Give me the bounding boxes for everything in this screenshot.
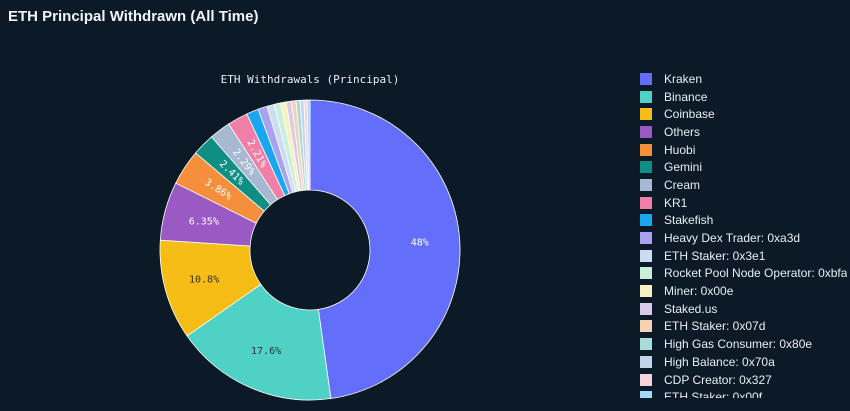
slice-label: 48% [411,237,429,248]
legend-item[interactable]: Miner: 0x00e [640,282,847,300]
legend-swatch [640,196,652,209]
slice-label: 6.35% [189,216,219,227]
legend-item[interactable]: KR1 [640,194,847,212]
legend-label: KR1 [664,195,688,210]
legend-label: Others [664,124,701,139]
legend-swatch [640,302,652,315]
legend-item[interactable]: Huobi [640,141,847,159]
legend-label: Coinbase [664,107,715,122]
legend-swatch [640,338,652,351]
legend-item[interactable]: Stakefish [640,212,847,230]
legend-item[interactable]: High Balance: 0x70a [640,353,847,371]
legend-label: ETH Staker: 0x00f [664,390,763,398]
legend-swatch [640,214,652,227]
legend-item[interactable]: ETH Staker: 0x07d [640,318,847,336]
legend-swatch [640,267,652,280]
legend-swatch [640,373,652,386]
panel-title: ETH Principal Withdrawn (All Time) [8,8,259,25]
legend-label: ETH Staker: 0x3e1 [664,248,766,263]
legend-label: Staked.us [664,301,718,316]
legend-swatch [640,285,652,298]
legend-item[interactable]: Coinbase [640,105,847,123]
legend-label: High Balance: 0x70a [664,354,775,369]
legend-label: Binance [664,89,708,104]
legend-item[interactable]: ETH Staker: 0x3e1 [640,247,847,265]
legend-swatch [640,161,652,174]
legend-label: Kraken [664,71,703,86]
legend-item[interactable]: Heavy Dex Trader: 0xa3d [640,229,847,247]
chart-title: ETH Withdrawals (Principal) [220,73,400,86]
legend-swatch [640,249,652,262]
legend-item[interactable]: Cream [640,176,847,194]
legend-label: ETH Staker: 0x07d [664,319,766,334]
legend-item[interactable]: Rocket Pool Node Operator: 0xbfa [640,265,847,283]
legend-swatch [640,125,652,138]
legend-item[interactable]: ETH Staker: 0x00f [640,388,847,398]
legend-item[interactable]: Kraken [640,70,847,88]
legend-label: Stakefish [664,213,714,228]
legend-swatch [640,355,652,368]
legend-item[interactable]: Gemini [640,158,847,176]
legend-label: Cream [664,177,701,192]
pie-slice-binance[interactable] [186,283,332,401]
legend-swatch [640,72,652,85]
legend-label: Miner: 0x00e [664,284,734,299]
pie-slice-eth-staker-0x00f[interactable] [306,99,311,191]
slice-label: 10.8% [189,275,219,286]
pie-slice-kraken[interactable] [309,99,461,399]
legend-swatch [640,232,652,245]
legend-item[interactable]: Staked.us [640,300,847,318]
legend-item[interactable]: Binance [640,88,847,106]
legend-swatch [640,143,652,156]
legend-label: Gemini [664,160,703,175]
legend-swatch [640,320,652,333]
legend-item[interactable]: Others [640,123,847,141]
legend-swatch [640,108,652,121]
legend-label: High Gas Consumer: 0x80e [664,337,813,352]
legend-label: Huobi [664,142,696,157]
legend-swatch [640,90,652,103]
legend-swatch [640,391,652,398]
legend-swatch [640,178,652,191]
legend-item[interactable]: CDP Creator: 0x327 [640,371,847,389]
legend-label: Rocket Pool Node Operator: 0xbfa [664,266,848,281]
legend-item[interactable]: High Gas Consumer: 0x80e [640,335,847,353]
legend[interactable]: Kraken Binance Coinbase Others Huobi Gemini Cr… [640,70,847,398]
legend-label: CDP Creator: 0x327 [664,372,772,387]
slice-label: 17.6% [251,346,281,357]
legend-label: Heavy Dex Trader: 0xa3d [664,231,801,246]
